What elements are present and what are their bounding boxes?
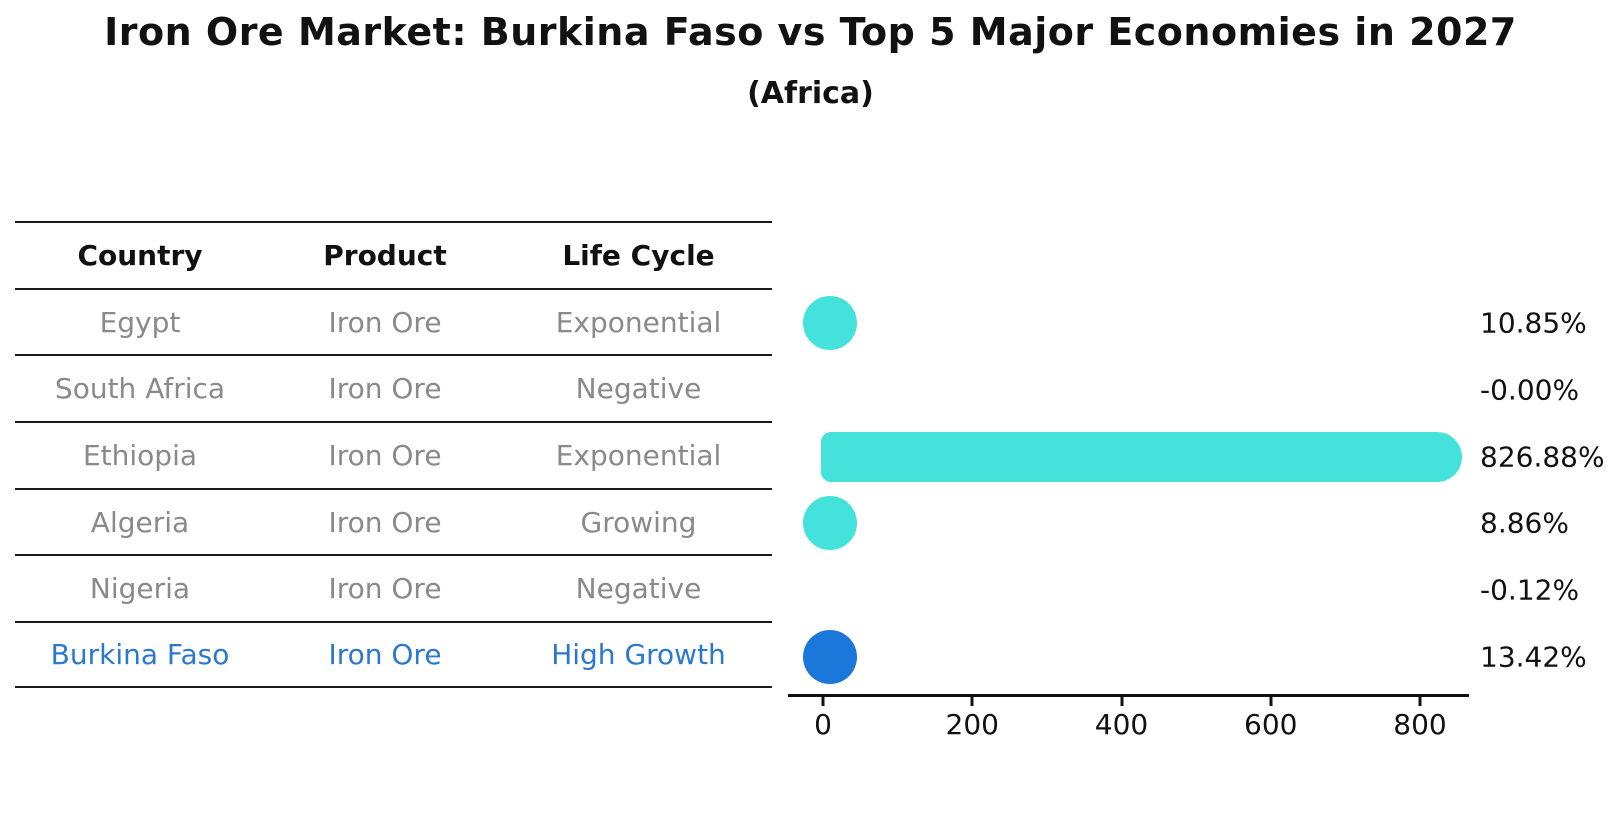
chart-title: Iron Ore Market: Burkina Faso vs Top 5 M… [104,10,1517,54]
country-cell: Ethiopia [82,438,198,472]
value-label: 10.85% [1480,306,1587,340]
country-cell: Egypt [99,305,181,339]
column-header-product: Product [323,238,447,272]
x-axis-tick-label: 200 [945,708,999,741]
country-cell: South Africa [54,372,226,406]
chart-row-burkina-faso: 13.42% [788,623,1621,690]
growth-bar-chart: 10.85% -0.00% 826.88% 8.86% -0.12% 13.42… [788,290,1621,691]
bar-burkina-faso [803,629,857,684]
table-row: South Africa Iron Ore Negative [15,354,772,421]
table-row: Algeria Iron Ore Growing [15,487,772,555]
chart-row-south-africa: -0.00% [788,357,1621,424]
table-header-row: Country Product Life Cycle [15,221,772,288]
x-axis-tick-label: 0 [814,708,832,741]
x-axis-tick [1418,697,1422,706]
country-table: Country Product Life Cycle Egypt Iron Or… [15,221,772,688]
column-header-country: Country [77,238,203,272]
chart-row-egypt: 10.85% [788,290,1621,357]
product-cell: Iron Ore [328,305,442,339]
chart-subtitle: (Africa) [747,76,874,111]
product-cell: Iron Ore [328,438,442,472]
x-axis-tick [821,697,825,706]
x-axis-tick-label: 400 [1094,708,1149,741]
value-label: 13.42% [1480,640,1587,674]
table-row: Egypt Iron Ore Exponential [15,287,772,355]
table-row: Nigeria Iron Ore Negative [15,554,772,621]
bar-ethiopia [821,431,1463,482]
chart-row-ethiopia: 826.88% [788,423,1621,490]
value-label: -0.12% [1480,573,1580,607]
country-cell: Nigeria [89,572,191,606]
life-cycle-cell: Exponential [555,438,722,472]
life-cycle-cell: Negative [575,372,702,406]
x-axis-tick [970,697,974,706]
life-cycle-cell: Negative [575,572,702,606]
bar-algeria [803,496,857,551]
table-row: Ethiopia Iron Ore Exponential [15,421,772,488]
product-cell: Iron Ore [328,505,442,539]
product-cell: Iron Ore [328,572,442,606]
bar-egypt [803,296,857,351]
value-label: -0.00% [1480,373,1580,407]
country-cell: Burkina Faso [50,637,230,671]
chart-row-nigeria: -0.12% [788,557,1621,624]
value-label: 8.86% [1480,506,1569,540]
x-axis-line [788,694,1469,697]
product-cell: Iron Ore [328,637,442,671]
life-cycle-cell: Growing [580,505,697,539]
chart-row-algeria: 8.86% [788,490,1621,557]
column-header-life-cycle: Life Cycle [562,238,715,272]
product-cell: Iron Ore [328,372,442,406]
x-axis-tick [1269,697,1273,706]
table-row-burkina-faso: Burkina Faso Iron Ore High Growth [15,621,772,688]
x-axis-tick [1120,697,1123,706]
x-axis-tick-label: 800 [1393,708,1447,741]
value-label: 826.88% [1480,440,1605,474]
life-cycle-cell: Exponential [555,305,722,339]
country-cell: Algeria [90,505,190,539]
life-cycle-cell: High Growth [551,637,726,671]
x-axis-tick-label: 600 [1244,708,1298,741]
